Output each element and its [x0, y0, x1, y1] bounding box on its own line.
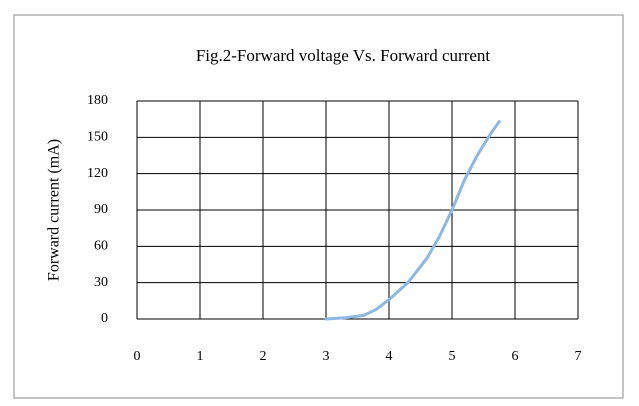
- chart-title: Fig.2-Forward voltage Vs. Forward curren…: [196, 46, 491, 65]
- x-tick-label: 2: [260, 349, 267, 364]
- data-line: [324, 120, 501, 321]
- x-tick-label: 3: [323, 349, 330, 364]
- x-tick-label: 7: [575, 349, 582, 364]
- y-tick-label: 180: [87, 93, 108, 108]
- chart-frame: [13, 14, 624, 399]
- y-tick-label: 0: [101, 311, 108, 326]
- y-tick-label: 120: [87, 166, 108, 181]
- y-tick-label: 60: [94, 239, 108, 254]
- x-tick-label: 5: [449, 349, 456, 364]
- x-tick-label: 4: [386, 349, 393, 364]
- x-tick-label: 6: [512, 349, 519, 364]
- x-tick-label: 1: [197, 349, 204, 364]
- y-tick-label: 30: [94, 275, 108, 290]
- y-axis-label: Forward current (mA): [46, 139, 63, 281]
- y-tick-label: 90: [94, 202, 108, 217]
- y-tick-label: 150: [87, 130, 108, 145]
- x-tick-label: 0: [134, 349, 141, 364]
